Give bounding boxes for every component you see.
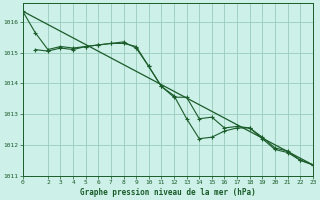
X-axis label: Graphe pression niveau de la mer (hPa): Graphe pression niveau de la mer (hPa) [80, 188, 256, 197]
